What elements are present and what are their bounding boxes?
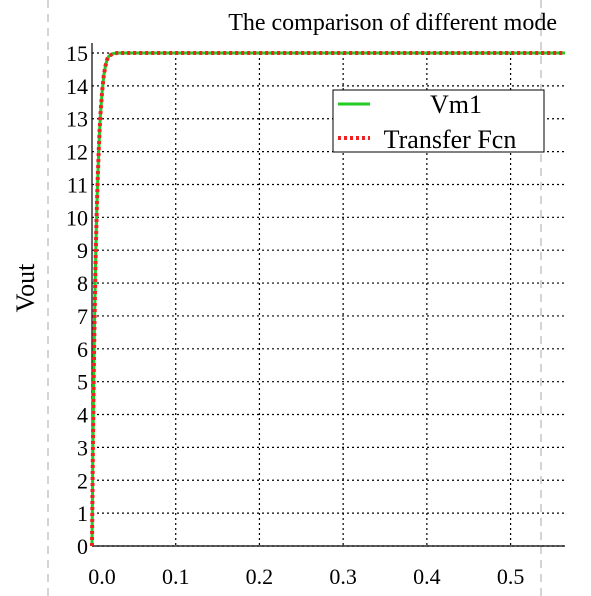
y-tick-label-8: 8 [77,271,88,296]
chart-title: The comparison of different mode [228,10,557,36]
plot-series [90,51,565,547]
y-tick-label-0: 0 [77,534,88,559]
y-tick-label-10: 10 [66,205,88,230]
y-tick-label-2: 2 [77,468,88,493]
x-tick-label-0.2: 0.2 [246,564,274,589]
x-tick-label-0.5: 0.5 [497,564,525,589]
legend-box [332,89,545,153]
y-tick-label-3: 3 [77,435,88,460]
y-tick-label-13: 13 [66,107,88,132]
legend-label-transfer-fcn: Transfer Fcn [384,125,517,154]
y-axis-label: Vout [11,263,40,312]
y-tick-label-9: 9 [77,238,88,263]
y-tick-label-14: 14 [66,74,88,99]
y-tick-label-6: 6 [77,337,88,362]
y-tick-label-15: 15 [66,41,88,66]
legend-label-vm1: Vm1 [430,90,482,119]
x-tick-label-0.3: 0.3 [329,564,357,589]
y-tick-label-5: 5 [77,370,88,395]
x-tick-label-0.4: 0.4 [413,564,441,589]
series-line-transfer-fcn [90,51,565,547]
y-tick-label-11: 11 [67,172,88,197]
x-tick-label-0.1: 0.1 [162,564,190,589]
legend: Vm1 Transfer Fcn [332,89,545,154]
y-tick-label-7: 7 [77,304,88,329]
y-tick-label-1: 1 [77,501,88,526]
x-tick-label-0.0: 0.0 [88,564,116,589]
y-tick-label-4: 4 [77,403,88,428]
x-tick-labels: 0.0 0.1 0.2 0.3 0.4 0.5 [88,564,524,589]
y-tick-label-12: 12 [66,140,88,165]
